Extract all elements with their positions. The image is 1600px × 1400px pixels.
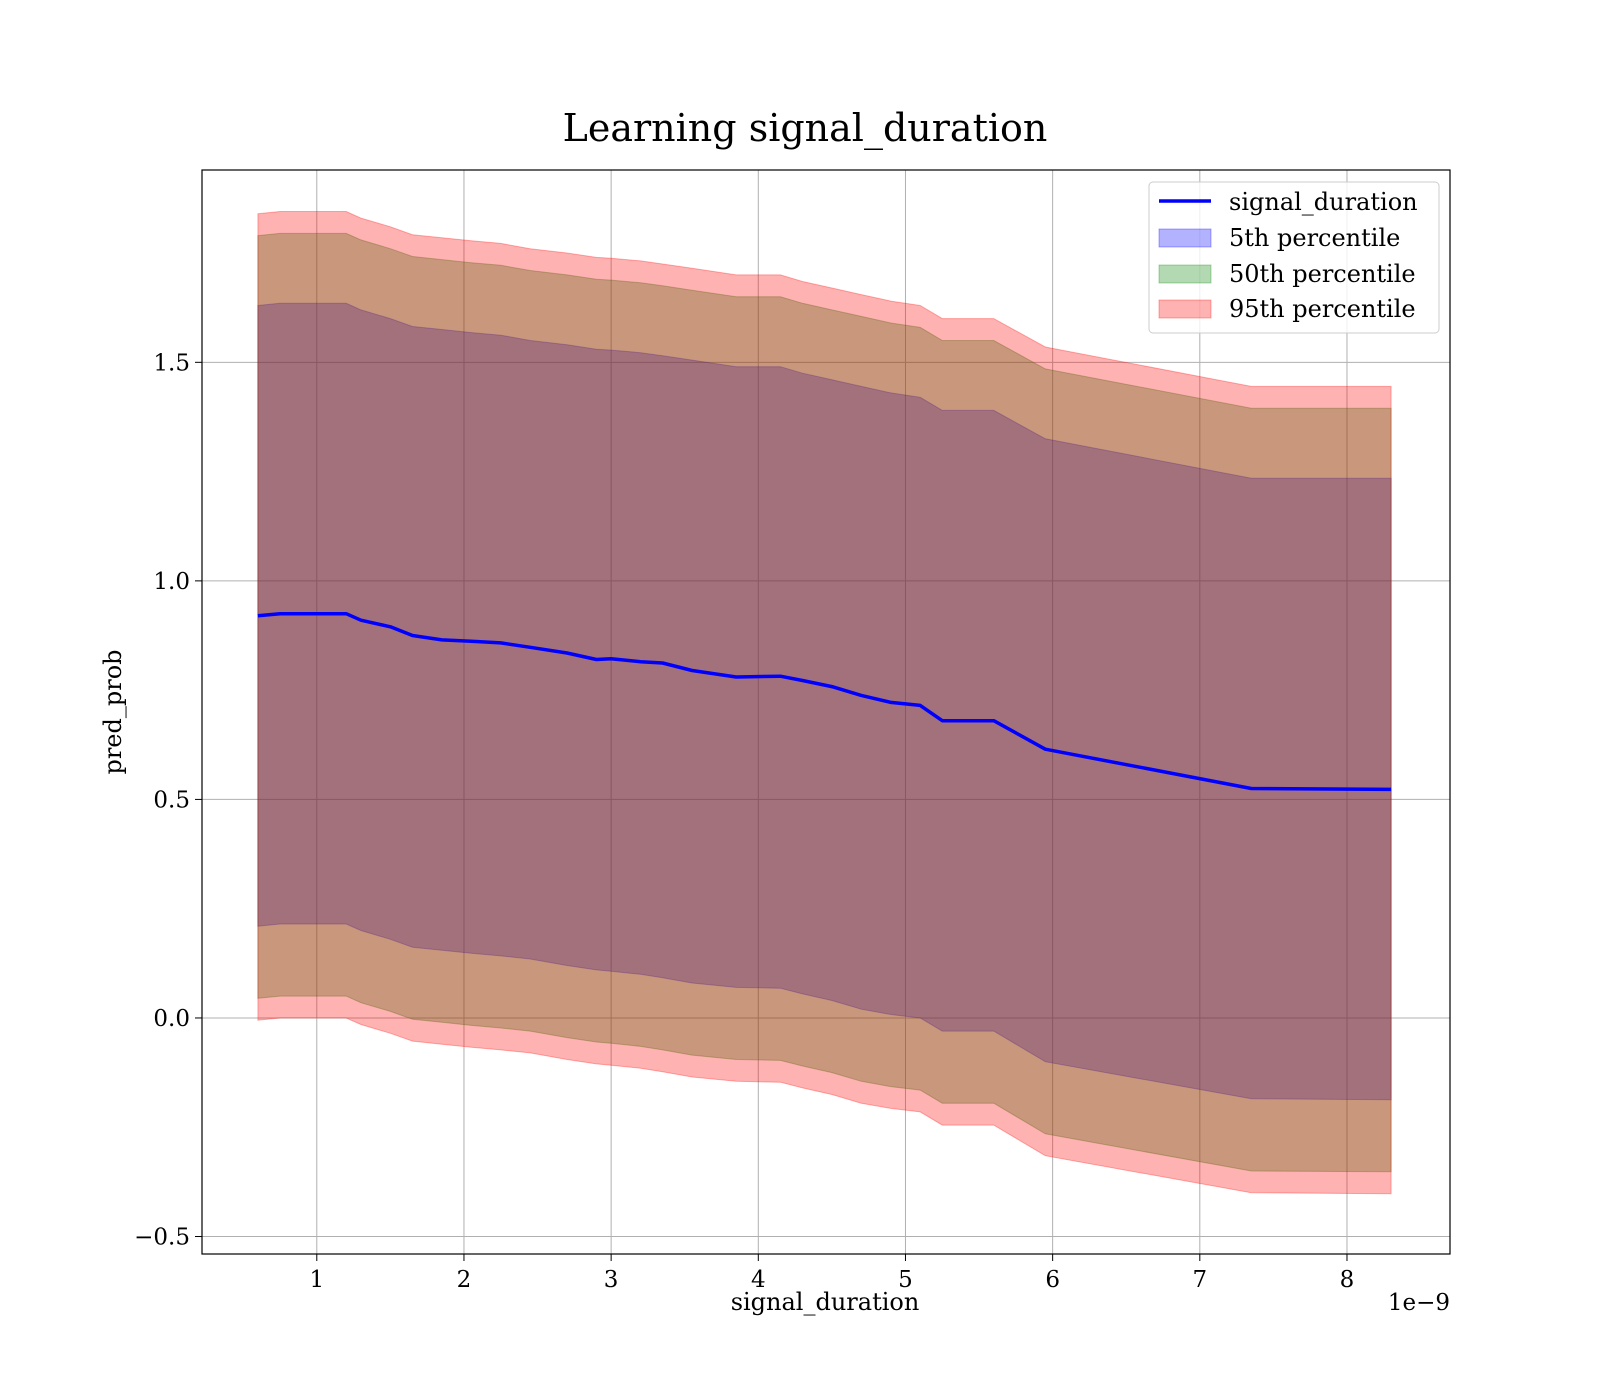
y-axis-label: pred_prob [99, 649, 127, 774]
legend-swatch-50th-percentile [1158, 264, 1212, 284]
x-tick-label: 1 [309, 1267, 324, 1293]
x-tick-label: 2 [457, 1267, 472, 1293]
legend-swatch-95th-percentile [1158, 299, 1212, 319]
legend-box [1148, 181, 1440, 334]
band-50th-percentile [257, 232, 1392, 1173]
x-tick-label: 3 [604, 1267, 619, 1293]
legend-label-signal-duration: signal_duration [1229, 188, 1418, 216]
legend-label-50th-percentile: 50th percentile [1229, 260, 1416, 288]
y-tick-label: 0.0 [153, 1006, 190, 1032]
x-axis-ticks: 1 2 3 4 5 6 7 8 [309, 1254, 1354, 1293]
y-axis-ticks: −0.5 0.0 0.5 1.0 1.5 [134, 350, 202, 1251]
grid [202, 170, 1450, 1254]
chart-title: Learning signal_duration [563, 106, 1048, 151]
percentile-bands [257, 211, 1392, 1195]
x-tick-label: 8 [1340, 1267, 1355, 1293]
band-95th-percentile [257, 211, 1392, 1195]
plot-frame [201, 169, 1451, 1255]
legend: signal_duration 5th percentile 50th perc… [1148, 181, 1440, 334]
legend-label-95th-percentile: 95th percentile [1229, 295, 1416, 323]
legend-swatch-5th-percentile [1158, 228, 1212, 248]
y-tick-label: 1.5 [153, 350, 190, 376]
series-lines [257, 611, 1392, 792]
y-tick-label: −0.5 [134, 1225, 190, 1251]
y-tick-label: 0.5 [153, 787, 190, 813]
x-tick-label: 7 [1192, 1267, 1207, 1293]
legend-label-5th-percentile: 5th percentile [1229, 224, 1400, 252]
x-axis-label: signal_duration [731, 1288, 920, 1316]
band-5th-percentile [257, 302, 1392, 1101]
x-tick-label: 4 [751, 1267, 766, 1293]
line-signal-duration [257, 611, 1392, 792]
x-tick-label: 6 [1045, 1267, 1060, 1293]
x-axis-offset-text: 1e−9 [1388, 1290, 1450, 1316]
y-tick-label: 1.0 [153, 569, 190, 595]
x-tick-label: 5 [898, 1267, 913, 1293]
